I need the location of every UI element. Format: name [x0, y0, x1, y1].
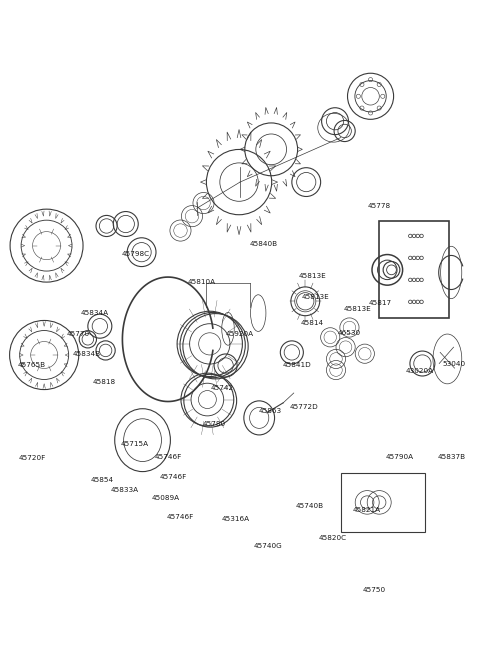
Text: 45746F: 45746F [155, 454, 181, 460]
Bar [379, 221, 448, 318]
Bar [341, 473, 425, 532]
Text: 45720F: 45720F [19, 455, 46, 462]
Text: 45746F: 45746F [167, 514, 193, 521]
Text: 45813E: 45813E [299, 273, 326, 280]
Text: 45740B: 45740B [296, 502, 324, 509]
Text: 45772D: 45772D [289, 404, 318, 411]
Text: 43020A: 43020A [406, 368, 433, 375]
Text: 45778: 45778 [368, 203, 391, 210]
Text: 45750: 45750 [363, 586, 386, 593]
Text: 45840B: 45840B [250, 241, 278, 248]
Text: 45798C: 45798C [121, 251, 149, 257]
Text: 45837B: 45837B [438, 453, 466, 460]
Text: 45742: 45742 [210, 385, 233, 392]
Text: 45089A: 45089A [152, 495, 180, 501]
Text: 45810A: 45810A [188, 278, 216, 285]
Text: 45715A: 45715A [120, 441, 148, 447]
Text: 46530: 46530 [338, 329, 361, 336]
Text: 45746F: 45746F [159, 474, 186, 480]
Text: 45834A: 45834A [81, 310, 109, 316]
Text: 45863: 45863 [258, 407, 281, 414]
Text: 45818: 45818 [93, 379, 116, 385]
Text: 45841D: 45841D [282, 362, 311, 368]
Text: 45770: 45770 [67, 331, 90, 337]
Text: 45790A: 45790A [385, 453, 413, 460]
Text: 45820C: 45820C [319, 535, 347, 542]
Text: 45316A: 45316A [221, 516, 249, 523]
Text: 45765B: 45765B [17, 362, 45, 369]
Text: 45920A: 45920A [226, 331, 254, 337]
Text: 45740G: 45740G [253, 542, 282, 549]
Text: 45817: 45817 [369, 299, 392, 306]
Text: 45780: 45780 [203, 421, 226, 428]
Text: 45834B: 45834B [72, 350, 100, 357]
Text: 45833A: 45833A [111, 487, 139, 493]
Text: 45821A: 45821A [352, 506, 380, 513]
Text: 45813E: 45813E [344, 306, 372, 312]
Text: 45814: 45814 [301, 320, 324, 326]
Text: 45813E: 45813E [302, 293, 330, 300]
Text: 53040: 53040 [442, 360, 465, 367]
Text: 45854: 45854 [91, 477, 114, 483]
